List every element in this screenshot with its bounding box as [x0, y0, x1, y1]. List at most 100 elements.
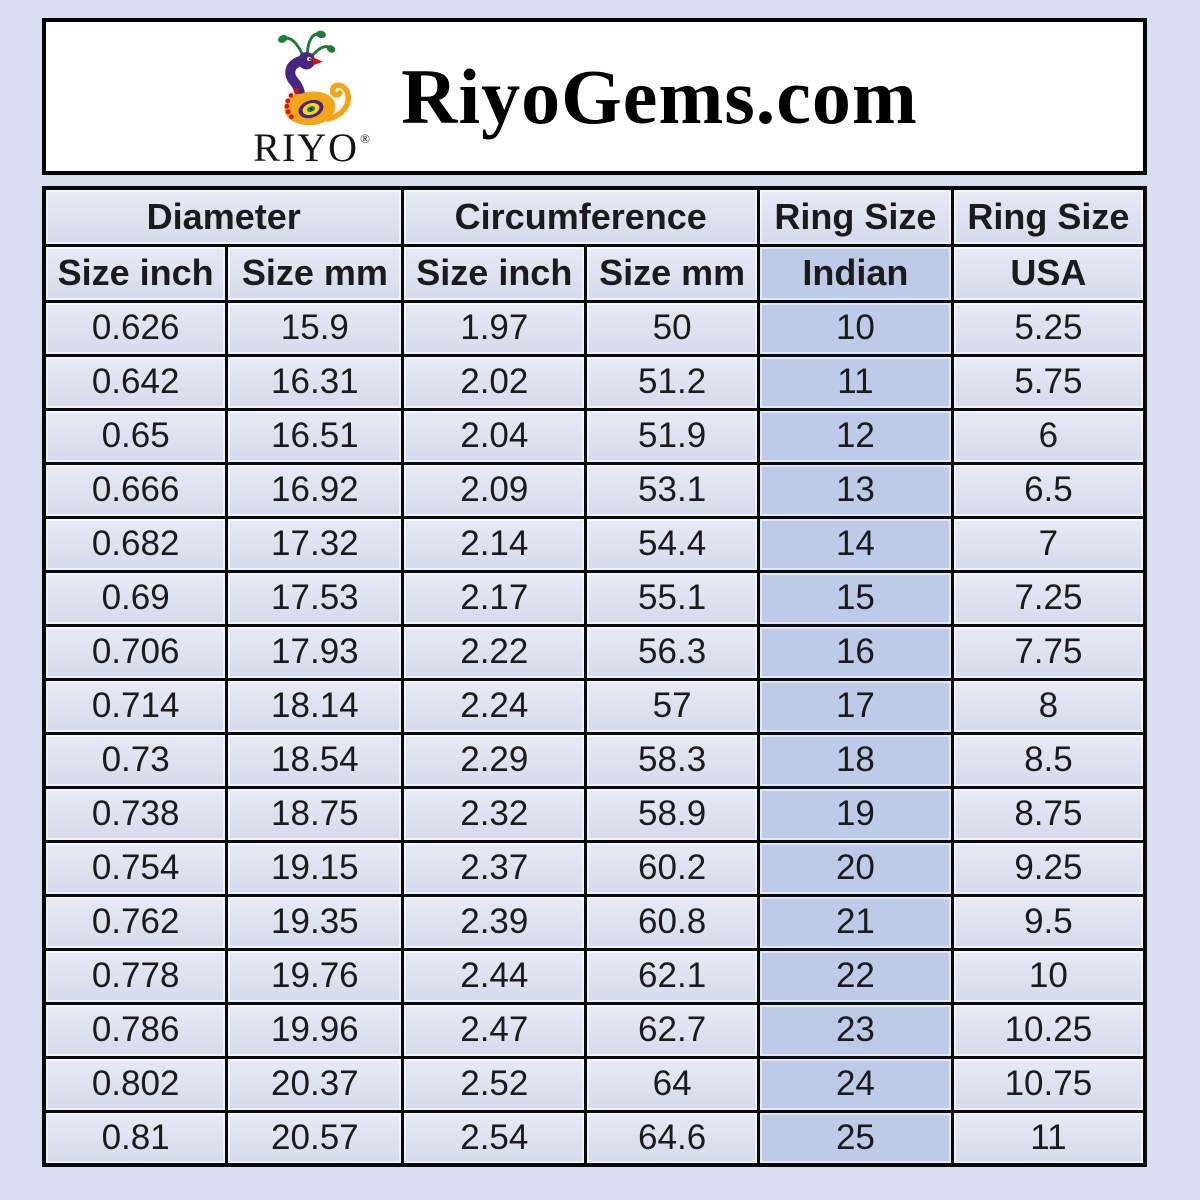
sub-header-size-mm-1: Size mm — [225, 243, 405, 303]
sub-header-size-inch-2: Size inch — [401, 243, 588, 303]
group-header-circumference-1: Circumference — [401, 186, 761, 247]
cell: 17.93 — [225, 623, 405, 681]
cell: 16 — [757, 623, 954, 681]
cell: 0.642 — [42, 353, 229, 411]
logo-brand-text: RIYO® — [253, 127, 370, 167]
site-title: RiyoGems.com — [401, 52, 918, 140]
cell: 2.04 — [401, 407, 588, 465]
cell: 0.626 — [42, 299, 229, 357]
table-row: 0.642 16.31 2.02 51.2 11 5.75 — [42, 353, 1147, 411]
table-row: 0.786 19.96 2.47 62.7 23 10.25 — [42, 1001, 1147, 1059]
cell: 2.37 — [401, 839, 588, 897]
table-row: 0.73 18.54 2.29 58.3 18 8.5 — [42, 731, 1147, 789]
cell: 0.802 — [42, 1055, 229, 1113]
cell: 6.5 — [950, 461, 1147, 519]
cell: 0.666 — [42, 461, 229, 519]
table-row: 0.714 18.14 2.24 57 17 8 — [42, 677, 1147, 735]
sub-header-size-inch-0: Size inch — [42, 243, 229, 303]
cell: 25 — [757, 1109, 954, 1167]
cell: 2.14 — [401, 515, 588, 573]
cell: 8.75 — [950, 785, 1147, 843]
cell: 2.44 — [401, 947, 588, 1005]
cell: 20 — [757, 839, 954, 897]
cell: 6 — [950, 407, 1147, 465]
table-row: 0.706 17.93 2.22 56.3 16 7.75 — [42, 623, 1147, 681]
cell: 58.9 — [584, 785, 761, 843]
cell: 10 — [950, 947, 1147, 1005]
cell: 15.9 — [225, 299, 405, 357]
cell: 8.5 — [950, 731, 1147, 789]
group-header-ring-size-3: Ring Size — [950, 186, 1147, 247]
sub-header-usa-5: USA — [950, 243, 1147, 303]
cell: 64.6 — [584, 1109, 761, 1167]
cell: 10.25 — [950, 1001, 1147, 1059]
cell: 2.29 — [401, 731, 588, 789]
cell: 18 — [757, 731, 954, 789]
logo-brand: RIYO — [253, 124, 360, 170]
group-header-ring-size-2: Ring Size — [757, 186, 954, 247]
registered-mark: ® — [360, 130, 370, 146]
cell: 7.25 — [950, 569, 1147, 627]
table-row: 0.778 19.76 2.44 62.1 22 10 — [42, 947, 1147, 1005]
table-row: 0.65 16.51 2.04 51.9 12 6 — [42, 407, 1147, 465]
table-row: 0.666 16.92 2.09 53.1 13 6.5 — [42, 461, 1147, 519]
cell: 9.5 — [950, 893, 1147, 951]
peacock-icon — [278, 30, 352, 125]
cell: 9.25 — [950, 839, 1147, 897]
cell: 0.738 — [42, 785, 229, 843]
cell: 18.14 — [225, 677, 405, 735]
cell: 14 — [757, 515, 954, 573]
riyo-logo: RIYO® — [231, 28, 391, 167]
table-row: 0.762 19.35 2.39 60.8 21 9.5 — [42, 893, 1147, 951]
cell: 50 — [584, 299, 761, 357]
table-row: 0.81 20.57 2.54 64.6 25 11 — [42, 1109, 1147, 1167]
cell: 7 — [950, 515, 1147, 573]
cell: 2.24 — [401, 677, 588, 735]
cell: 2.54 — [401, 1109, 588, 1167]
cell: 17.53 — [225, 569, 405, 627]
table-row: 0.802 20.37 2.52 64 24 10.75 — [42, 1055, 1147, 1113]
cell: 19.35 — [225, 893, 405, 951]
cell: 0.69 — [42, 569, 229, 627]
table-header: Diameter Circumference Ring Size Ring Size S… — [42, 186, 1147, 303]
table-row: 0.738 18.75 2.32 58.9 19 8.75 — [42, 785, 1147, 843]
cell: 51.2 — [584, 353, 761, 411]
cell: 0.778 — [42, 947, 229, 1005]
cell: 10.75 — [950, 1055, 1147, 1113]
cell: 17.32 — [225, 515, 405, 573]
cell: 19 — [757, 785, 954, 843]
cell: 57 — [584, 677, 761, 735]
cell: 0.714 — [42, 677, 229, 735]
cell: 10 — [757, 299, 954, 357]
table-row: 0.682 17.32 2.14 54.4 14 7 — [42, 515, 1147, 573]
cell: 58.3 — [584, 731, 761, 789]
cell: 8 — [950, 677, 1147, 735]
table-row: 0.69 17.53 2.17 55.1 15 7.25 — [42, 569, 1147, 627]
cell: 2.47 — [401, 1001, 588, 1059]
cell: 11 — [950, 1109, 1147, 1167]
cell: 5.75 — [950, 353, 1147, 411]
cell: 2.02 — [401, 353, 588, 411]
cell: 17 — [757, 677, 954, 735]
cell: 62.7 — [584, 1001, 761, 1059]
cell: 16.92 — [225, 461, 405, 519]
cell: 2.32 — [401, 785, 588, 843]
ring-size-table: Diameter Circumference Ring Size Ring Size S… — [42, 186, 1147, 1167]
cell: 64 — [584, 1055, 761, 1113]
cell: 16.51 — [225, 407, 405, 465]
cell: 56.3 — [584, 623, 761, 681]
table-body: 0.626 15.9 1.97 50 10 5.25 0.642 16.31 2.02 51.2 1… — [42, 299, 1147, 1167]
cell: 13 — [757, 461, 954, 519]
cell: 18.54 — [225, 731, 405, 789]
cell: 16.31 — [225, 353, 405, 411]
cell: 0.73 — [42, 731, 229, 789]
cell: 20.37 — [225, 1055, 405, 1113]
cell: 11 — [757, 353, 954, 411]
group-header-diameter-0: Diameter — [42, 186, 405, 247]
cell: 2.52 — [401, 1055, 588, 1113]
cell: 19.96 — [225, 1001, 405, 1059]
cell: 23 — [757, 1001, 954, 1059]
table-row: 0.754 19.15 2.37 60.2 20 9.25 — [42, 839, 1147, 897]
cell: 0.682 — [42, 515, 229, 573]
brand-header: RIYO® RiyoGems.com — [42, 18, 1147, 175]
